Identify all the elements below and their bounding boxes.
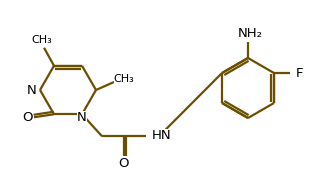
Text: N: N — [26, 83, 36, 97]
Text: CH₃: CH₃ — [32, 35, 52, 45]
Text: O: O — [22, 111, 32, 124]
Text: NH₂: NH₂ — [238, 26, 262, 40]
Text: O: O — [119, 157, 129, 170]
Text: CH₃: CH₃ — [114, 74, 135, 84]
Text: F: F — [296, 66, 303, 80]
Text: HN: HN — [152, 129, 172, 142]
Text: N: N — [77, 111, 87, 124]
